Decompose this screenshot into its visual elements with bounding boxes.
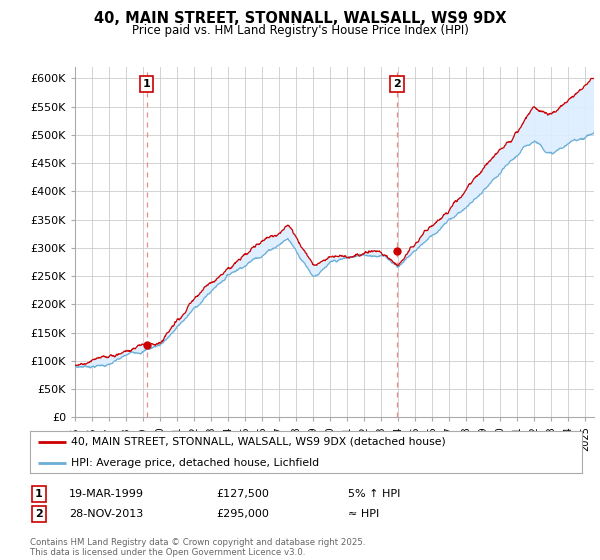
- Text: 19-MAR-1999: 19-MAR-1999: [69, 489, 144, 499]
- Text: 28-NOV-2013: 28-NOV-2013: [69, 509, 143, 519]
- Text: 5% ↑ HPI: 5% ↑ HPI: [348, 489, 400, 499]
- Text: 2: 2: [393, 79, 401, 89]
- Text: £127,500: £127,500: [216, 489, 269, 499]
- Text: 40, MAIN STREET, STONNALL, WALSALL, WS9 9DX (detached house): 40, MAIN STREET, STONNALL, WALSALL, WS9 …: [71, 437, 446, 447]
- Text: ≈ HPI: ≈ HPI: [348, 509, 379, 519]
- Text: 2: 2: [35, 509, 43, 519]
- Text: 40, MAIN STREET, STONNALL, WALSALL, WS9 9DX: 40, MAIN STREET, STONNALL, WALSALL, WS9 …: [94, 11, 506, 26]
- Text: 1: 1: [143, 79, 151, 89]
- Text: 1: 1: [35, 489, 43, 499]
- Text: Price paid vs. HM Land Registry's House Price Index (HPI): Price paid vs. HM Land Registry's House …: [131, 24, 469, 36]
- Text: £295,000: £295,000: [216, 509, 269, 519]
- Text: Contains HM Land Registry data © Crown copyright and database right 2025.
This d: Contains HM Land Registry data © Crown c…: [30, 538, 365, 557]
- Text: HPI: Average price, detached house, Lichfield: HPI: Average price, detached house, Lich…: [71, 458, 320, 468]
